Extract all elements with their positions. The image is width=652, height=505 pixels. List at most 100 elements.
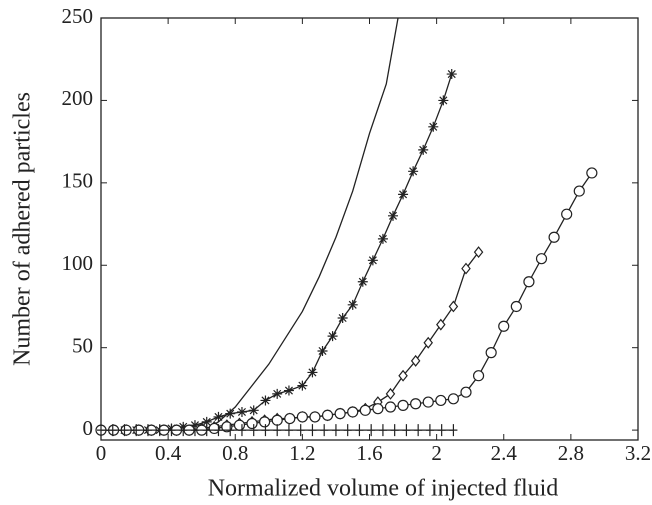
marker [237, 424, 246, 437]
marker [132, 424, 141, 437]
marker [259, 416, 271, 428]
x-tick-label: 2.8 [558, 441, 584, 465]
marker [472, 370, 485, 382]
marker [367, 255, 378, 266]
y-axis-title: Number of adhered particles [10, 92, 36, 366]
marker [179, 424, 188, 437]
marker [438, 95, 449, 106]
marker [296, 411, 308, 423]
marker [297, 380, 308, 391]
marker [261, 424, 270, 437]
marker [337, 313, 348, 324]
marker [331, 424, 340, 437]
y-tick-label: 0 [83, 416, 94, 440]
marker [108, 424, 117, 437]
marker [384, 401, 397, 413]
marker [355, 424, 364, 437]
marker [221, 421, 233, 433]
marker [296, 424, 305, 437]
marker [448, 300, 459, 313]
marker [334, 408, 346, 420]
marker [510, 300, 522, 313]
marker [307, 367, 318, 378]
marker [308, 424, 317, 437]
x-tick-label: 2 [431, 441, 442, 465]
marker [284, 424, 293, 437]
y-tick-label: 150 [62, 169, 94, 193]
marker [425, 424, 434, 437]
plot-frame [100, 17, 639, 441]
marker [213, 411, 224, 422]
marker [385, 387, 396, 400]
marker [271, 414, 283, 426]
marker [422, 396, 434, 408]
marker [246, 417, 258, 430]
marker [249, 424, 258, 437]
marker [248, 405, 259, 416]
marker [428, 121, 439, 132]
marker [390, 424, 399, 437]
marker [377, 233, 388, 244]
y-tick-label: 250 [62, 4, 94, 28]
marker [586, 167, 598, 179]
marker [273, 424, 282, 437]
x-tick-label: 0.4 [155, 441, 182, 465]
marker [561, 208, 573, 220]
marker [202, 424, 211, 437]
marker [309, 411, 321, 423]
marker [143, 424, 152, 437]
marker [359, 404, 371, 416]
marker [343, 424, 352, 437]
marker [236, 406, 247, 417]
marker [327, 331, 338, 342]
x-tick-label: 0.8 [222, 441, 248, 465]
marker [214, 424, 223, 437]
x-tick-label: 0 [96, 441, 107, 465]
marker [378, 424, 387, 437]
marker [397, 399, 409, 411]
marker [208, 422, 220, 434]
y-tick-label: 50 [72, 334, 93, 358]
marker [461, 262, 471, 275]
y-tick-label: 100 [62, 251, 94, 275]
x-tick-label: 1.2 [289, 441, 315, 465]
marker [498, 320, 510, 332]
marker [418, 144, 429, 155]
marker [548, 231, 560, 243]
x-tick-label: 2.4 [491, 441, 518, 465]
marker [347, 299, 358, 310]
marker [283, 385, 294, 396]
marker [347, 406, 359, 418]
marker [414, 424, 423, 437]
marker [435, 394, 447, 406]
marker [167, 424, 176, 437]
y-tick-label: 200 [62, 86, 94, 110]
marker [535, 253, 548, 265]
marker [446, 69, 457, 80]
marker [321, 409, 334, 421]
marker [260, 395, 271, 406]
marker [398, 369, 408, 382]
marker [372, 403, 384, 415]
series-line [101, 17, 399, 431]
marker [226, 424, 235, 437]
marker [408, 166, 419, 177]
marker [272, 388, 283, 399]
marker [473, 246, 484, 259]
marker [410, 354, 421, 367]
marker [317, 345, 328, 356]
marker [367, 424, 376, 437]
marker [155, 424, 164, 437]
marker [320, 424, 329, 437]
marker [449, 424, 458, 437]
marker [190, 424, 199, 437]
marker [460, 386, 472, 398]
marker [402, 424, 411, 437]
marker [423, 336, 434, 349]
marker [436, 318, 446, 331]
marker [120, 424, 129, 437]
marker [447, 393, 460, 405]
marker [201, 416, 212, 427]
marker [573, 185, 585, 197]
